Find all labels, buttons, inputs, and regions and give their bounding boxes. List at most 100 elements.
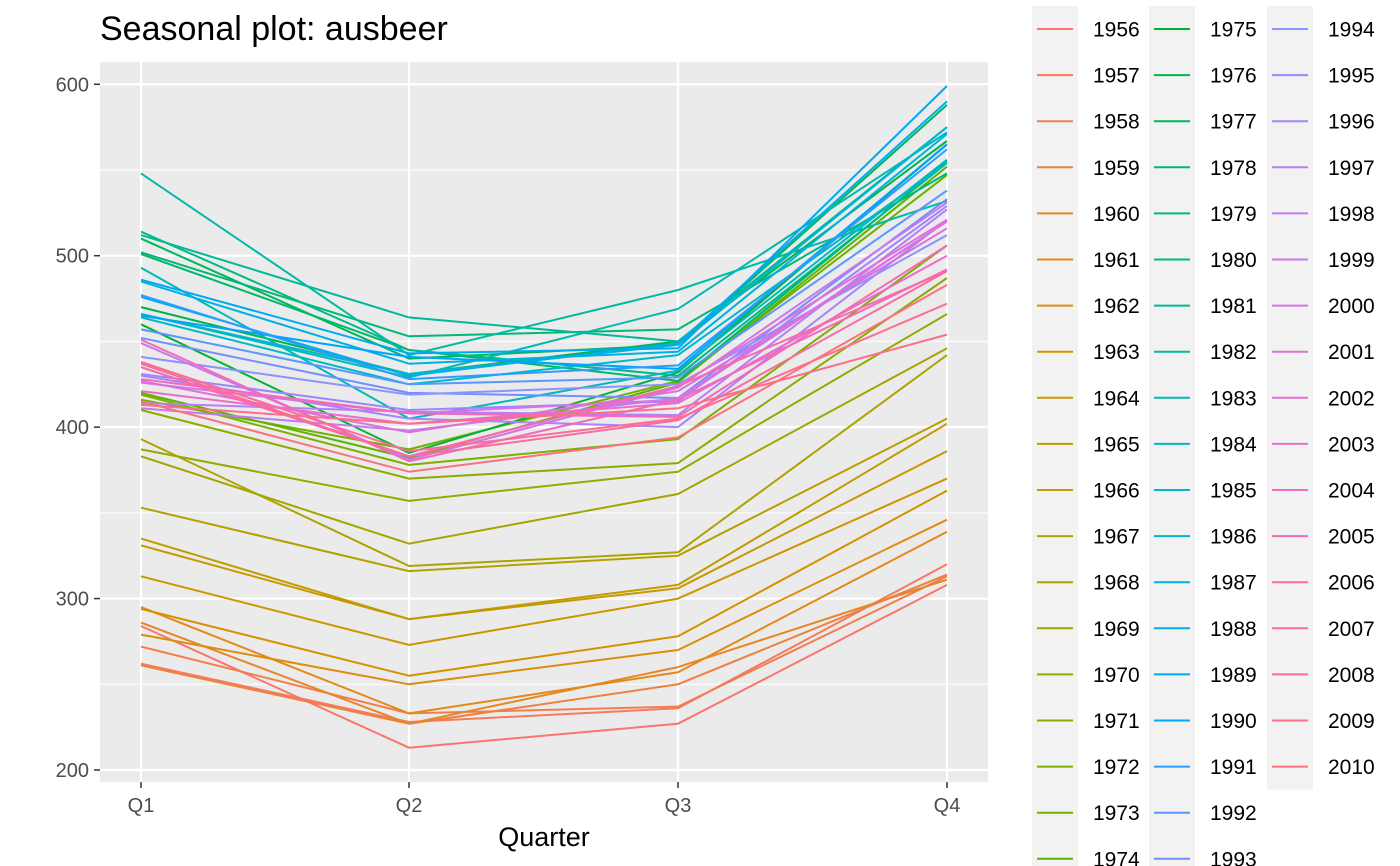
legend-label-1991: 1991 — [1210, 756, 1257, 779]
legend-label-1968: 1968 — [1093, 572, 1140, 595]
legend-label-1994: 1994 — [1328, 19, 1375, 42]
legend-label-2008: 2008 — [1328, 664, 1375, 687]
y-tick-label: 500 — [56, 246, 89, 268]
legend-label-1965: 1965 — [1093, 433, 1140, 456]
legend-label-1972: 1972 — [1093, 756, 1140, 779]
legend-label-1997: 1997 — [1328, 157, 1375, 180]
series-lines — [140, 85, 948, 749]
legend-label-1960: 1960 — [1093, 203, 1140, 226]
x-tick-label: Q1 — [128, 795, 155, 817]
y-axis: 200 300 400 500 600 — [56, 74, 100, 782]
legend-label-1982: 1982 — [1210, 341, 1257, 364]
x-tick-label: Q4 — [934, 795, 961, 817]
legend-label-1998: 1998 — [1328, 203, 1375, 226]
legend-label-1973: 1973 — [1093, 802, 1140, 825]
x-axis: Q1 Q2 Q3 Q4 — [128, 782, 961, 817]
y-tick-label: 200 — [56, 760, 89, 782]
legend-label-1981: 1981 — [1210, 295, 1257, 318]
series-line-2004 — [140, 268, 948, 463]
series-line-1956 — [140, 584, 948, 749]
legend-label-1975: 1975 — [1210, 19, 1257, 42]
legend-label-2007: 2007 — [1328, 618, 1375, 641]
legend-label-2004: 2004 — [1328, 480, 1375, 503]
legend-label-1995: 1995 — [1328, 65, 1375, 88]
legend-label-1985: 1985 — [1210, 480, 1257, 503]
series-line-1965 — [140, 450, 948, 621]
legend-label-2010: 2010 — [1328, 756, 1375, 779]
legend-key-background — [1032, 6, 1078, 866]
legend-label-1959: 1959 — [1093, 157, 1140, 180]
legend-label-1963: 1963 — [1093, 341, 1140, 364]
legend-label-1980: 1980 — [1210, 249, 1257, 272]
legend-label-1970: 1970 — [1093, 664, 1140, 687]
series-line-1970 — [140, 313, 948, 502]
legend-label-1974: 1974 — [1093, 848, 1140, 866]
series-line-2007 — [140, 270, 948, 458]
y-tick-label: 400 — [56, 417, 89, 439]
legend-label-1967: 1967 — [1093, 526, 1140, 549]
series-line-1978 — [140, 160, 948, 382]
series-line-1963 — [140, 489, 948, 677]
legend-label-1969: 1969 — [1093, 618, 1140, 641]
series-line-1983 — [140, 131, 948, 379]
legend-label-2006: 2006 — [1328, 572, 1375, 595]
series-line-1958 — [140, 575, 948, 715]
series-line-1992 — [140, 189, 948, 386]
series-line-2009 — [140, 333, 948, 425]
series-line-1968 — [140, 354, 948, 567]
series-line-1987 — [140, 133, 948, 365]
legend-label-1976: 1976 — [1210, 65, 1257, 88]
series-line-1969 — [140, 347, 948, 545]
legend-label-1958: 1958 — [1093, 111, 1140, 134]
series-line-1962 — [140, 518, 948, 686]
legend-label-1984: 1984 — [1210, 433, 1257, 456]
legend-label-2000: 2000 — [1328, 295, 1375, 318]
legend-label-2003: 2003 — [1328, 433, 1375, 456]
legend-label-1996: 1996 — [1328, 111, 1375, 134]
legend-label-1966: 1966 — [1093, 480, 1140, 503]
x-tick-label: Q2 — [396, 795, 423, 817]
series-line-2006 — [140, 270, 948, 458]
legend-label-2002: 2002 — [1328, 387, 1375, 410]
series-line-1959 — [140, 573, 948, 725]
legend-label-1979: 1979 — [1210, 203, 1257, 226]
legend-label-1989: 1989 — [1210, 664, 1257, 687]
legend-label-1983: 1983 — [1210, 387, 1257, 410]
major-gridlines — [100, 62, 988, 782]
legend-label-1987: 1987 — [1210, 572, 1257, 595]
legend-label-1962: 1962 — [1093, 295, 1140, 318]
series-line-1985 — [140, 162, 948, 386]
series-line-1957 — [140, 563, 948, 723]
series-line-1982 — [140, 172, 948, 357]
series-line-1981 — [140, 126, 948, 343]
legend-label-1957: 1957 — [1093, 65, 1140, 88]
series-line-1989 — [140, 85, 948, 355]
series-line-2010 — [140, 284, 948, 473]
series-line-1966 — [140, 422, 948, 621]
legend-label-2005: 2005 — [1328, 526, 1375, 549]
legend-label-1978: 1978 — [1210, 157, 1257, 180]
minor-gridlines — [100, 169, 988, 685]
x-axis-title: Quarter — [498, 822, 590, 852]
legend-key-background — [1149, 6, 1195, 866]
legend: 1956 1957 1958 1959 1960 1961 1962 1963 1964 1965… — [1032, 6, 1375, 866]
series-line-1993 — [140, 198, 948, 399]
legend-label-1999: 1999 — [1328, 249, 1375, 272]
legend-label-1956: 1956 — [1093, 19, 1140, 42]
legend-label-1986: 1986 — [1210, 526, 1257, 549]
legend-label-1988: 1988 — [1210, 618, 1257, 641]
x-tick-label: Q3 — [665, 795, 692, 817]
series-line-1979 — [140, 172, 948, 338]
legend-label-2001: 2001 — [1328, 341, 1375, 364]
series-line-1967 — [140, 417, 948, 573]
series-line-1991 — [140, 148, 948, 381]
legend-label-1971: 1971 — [1093, 710, 1140, 733]
series-line-1972 — [140, 244, 948, 466]
legend-label-1961: 1961 — [1093, 249, 1140, 272]
chart-title: Seasonal plot: ausbeer — [100, 10, 448, 48]
legend-label-1990: 1990 — [1210, 710, 1257, 733]
legend-label-1993: 1993 — [1210, 848, 1257, 866]
y-tick-label: 600 — [56, 74, 89, 96]
legend-label-2009: 2009 — [1328, 710, 1375, 733]
series-line-1960 — [140, 578, 948, 725]
